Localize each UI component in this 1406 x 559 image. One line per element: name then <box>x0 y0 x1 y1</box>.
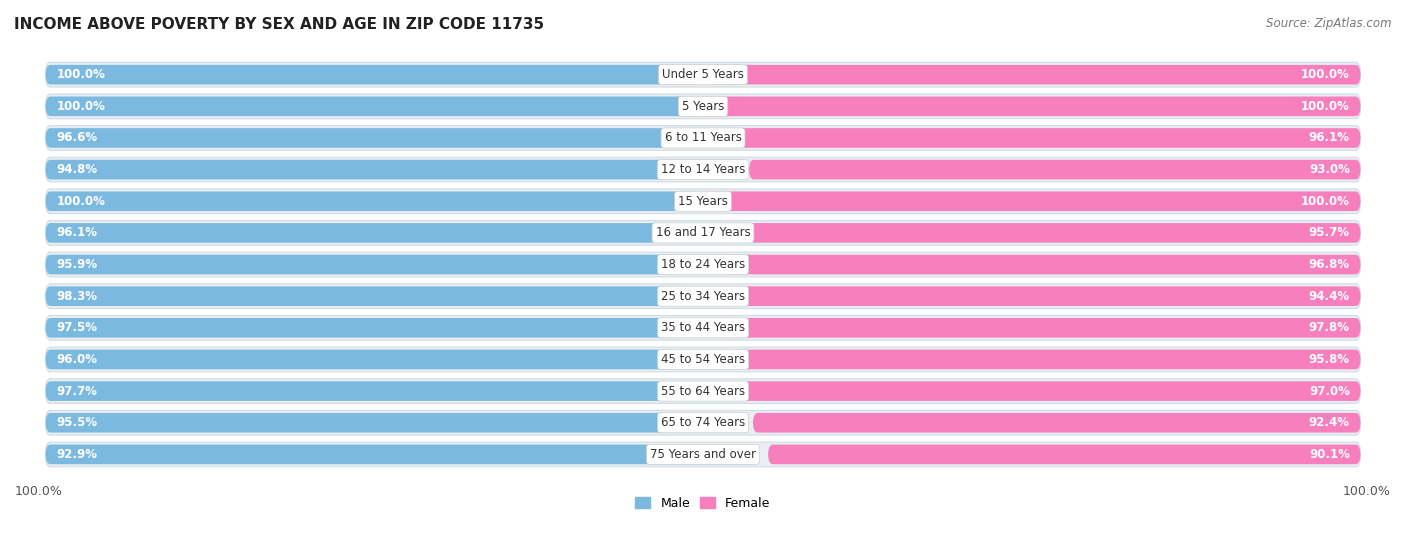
FancyBboxPatch shape <box>45 444 657 464</box>
Text: 96.1%: 96.1% <box>56 226 97 239</box>
FancyBboxPatch shape <box>45 94 1361 119</box>
Text: 25 to 34 Years: 25 to 34 Years <box>661 290 745 302</box>
Text: 95.9%: 95.9% <box>56 258 97 271</box>
Text: 75 Years and over: 75 Years and over <box>650 448 756 461</box>
Text: 5 Years: 5 Years <box>682 100 724 113</box>
Text: 96.8%: 96.8% <box>1309 258 1350 271</box>
FancyBboxPatch shape <box>45 410 1361 435</box>
Text: Source: ZipAtlas.com: Source: ZipAtlas.com <box>1267 17 1392 30</box>
Text: 97.0%: 97.0% <box>1309 385 1350 397</box>
Text: 94.8%: 94.8% <box>56 163 97 176</box>
Text: 16 and 17 Years: 16 and 17 Years <box>655 226 751 239</box>
Text: 35 to 44 Years: 35 to 44 Years <box>661 321 745 334</box>
Text: INCOME ABOVE POVERTY BY SEX AND AGE IN ZIP CODE 11735: INCOME ABOVE POVERTY BY SEX AND AGE IN Z… <box>14 17 544 32</box>
FancyBboxPatch shape <box>728 128 1361 148</box>
Text: 97.8%: 97.8% <box>1309 321 1350 334</box>
FancyBboxPatch shape <box>724 255 1361 274</box>
FancyBboxPatch shape <box>703 191 1361 211</box>
Legend: Male, Female: Male, Female <box>630 492 776 515</box>
Text: 97.5%: 97.5% <box>56 321 97 334</box>
Text: 96.0%: 96.0% <box>56 353 97 366</box>
Text: 55 to 64 Years: 55 to 64 Years <box>661 385 745 397</box>
FancyBboxPatch shape <box>45 381 688 401</box>
FancyBboxPatch shape <box>45 223 678 243</box>
Text: 45 to 54 Years: 45 to 54 Years <box>661 353 745 366</box>
FancyBboxPatch shape <box>723 381 1361 401</box>
Text: 100.0%: 100.0% <box>56 195 105 208</box>
Text: 100.0%: 100.0% <box>56 100 105 113</box>
Text: 96.1%: 96.1% <box>1309 131 1350 144</box>
Text: 65 to 74 Years: 65 to 74 Years <box>661 416 745 429</box>
FancyBboxPatch shape <box>45 63 1361 87</box>
FancyBboxPatch shape <box>45 286 692 306</box>
Text: 90.1%: 90.1% <box>1309 448 1350 461</box>
Text: 18 to 24 Years: 18 to 24 Years <box>661 258 745 271</box>
FancyBboxPatch shape <box>45 157 1361 182</box>
FancyBboxPatch shape <box>717 318 1361 338</box>
FancyBboxPatch shape <box>45 350 676 369</box>
FancyBboxPatch shape <box>45 221 1361 245</box>
FancyBboxPatch shape <box>45 128 681 148</box>
FancyBboxPatch shape <box>45 160 669 179</box>
Text: Under 5 Years: Under 5 Years <box>662 68 744 81</box>
Text: 95.5%: 95.5% <box>56 416 97 429</box>
Text: 6 to 11 Years: 6 to 11 Years <box>665 131 741 144</box>
FancyBboxPatch shape <box>45 413 673 433</box>
FancyBboxPatch shape <box>45 126 1361 150</box>
FancyBboxPatch shape <box>740 286 1361 306</box>
FancyBboxPatch shape <box>749 160 1361 179</box>
Text: 93.0%: 93.0% <box>1309 163 1350 176</box>
Text: 98.3%: 98.3% <box>56 290 97 302</box>
FancyBboxPatch shape <box>45 255 676 274</box>
Text: 95.7%: 95.7% <box>1309 226 1350 239</box>
FancyBboxPatch shape <box>45 191 703 211</box>
Text: 94.4%: 94.4% <box>1309 290 1350 302</box>
FancyBboxPatch shape <box>45 284 1361 309</box>
Text: 95.8%: 95.8% <box>1309 353 1350 366</box>
Text: 97.7%: 97.7% <box>56 385 97 397</box>
Text: 96.6%: 96.6% <box>56 131 97 144</box>
FancyBboxPatch shape <box>45 347 1361 372</box>
Text: 12 to 14 Years: 12 to 14 Years <box>661 163 745 176</box>
FancyBboxPatch shape <box>45 442 1361 467</box>
FancyBboxPatch shape <box>45 189 1361 214</box>
FancyBboxPatch shape <box>45 97 703 116</box>
Text: 92.9%: 92.9% <box>56 448 97 461</box>
FancyBboxPatch shape <box>45 318 686 338</box>
Text: 92.4%: 92.4% <box>1309 416 1350 429</box>
FancyBboxPatch shape <box>45 65 703 84</box>
FancyBboxPatch shape <box>45 315 1361 340</box>
FancyBboxPatch shape <box>768 444 1361 464</box>
FancyBboxPatch shape <box>703 97 1361 116</box>
FancyBboxPatch shape <box>703 65 1361 84</box>
FancyBboxPatch shape <box>731 350 1361 369</box>
Text: 15 Years: 15 Years <box>678 195 728 208</box>
Text: 100.0%: 100.0% <box>1301 100 1350 113</box>
Text: 100.0%: 100.0% <box>1301 68 1350 81</box>
Text: 100.0%: 100.0% <box>56 68 105 81</box>
Text: 100.0%: 100.0% <box>1301 195 1350 208</box>
FancyBboxPatch shape <box>45 379 1361 404</box>
FancyBboxPatch shape <box>45 252 1361 277</box>
FancyBboxPatch shape <box>754 413 1361 433</box>
FancyBboxPatch shape <box>731 223 1361 243</box>
